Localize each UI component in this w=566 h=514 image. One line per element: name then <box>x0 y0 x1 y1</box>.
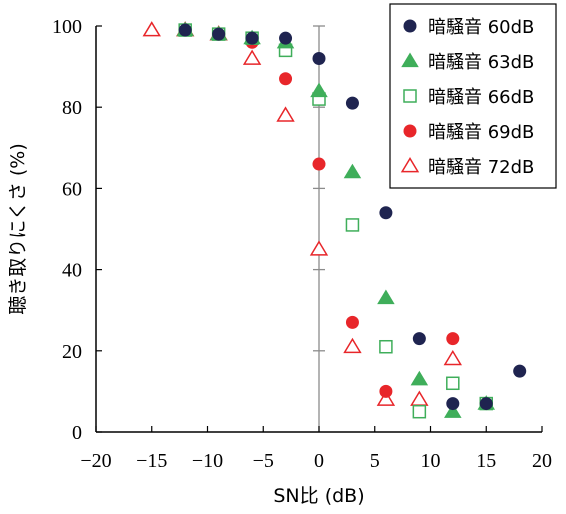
data-point <box>245 31 259 45</box>
data-point <box>343 337 362 354</box>
legend-label: 暗騒音 60dB <box>428 17 534 38</box>
legend-label: 暗騒音 66dB <box>428 87 534 108</box>
data-points <box>142 21 527 419</box>
data-point <box>410 370 429 386</box>
x-axis-label: SN比 (dB) <box>273 485 364 507</box>
data-point <box>345 218 360 232</box>
legend-label: 暗騒音 63dB <box>428 52 534 73</box>
data-point <box>142 21 161 37</box>
data-point <box>309 240 329 256</box>
x-tick-label: −10 <box>192 450 223 472</box>
y-tick-label: 0 <box>72 422 82 444</box>
y-tick-label: 80 <box>62 97 82 119</box>
data-point <box>279 31 293 45</box>
y-axis-label: 聴き取りにくさ (%) <box>7 143 29 315</box>
data-point <box>310 82 328 98</box>
legend-entry: 暗騒音 66dB <box>403 87 534 108</box>
legend-entry: 暗騒音 72dB <box>400 157 534 178</box>
data-point <box>276 106 295 122</box>
data-point <box>444 403 462 418</box>
data-point <box>312 51 326 65</box>
data-point <box>446 397 460 411</box>
legend-entry: 暗騒音 69dB <box>403 122 534 143</box>
data-point <box>242 49 262 65</box>
data-point <box>212 27 226 41</box>
legend-label: 暗騒音 72dB <box>428 157 534 178</box>
x-tick-label: 0 <box>314 450 324 472</box>
y-tick-label: 60 <box>62 178 82 200</box>
legend-entry: 暗騒音 60dB <box>403 17 534 38</box>
legend-marker <box>403 89 417 103</box>
legend-marker <box>401 52 419 68</box>
y-tick-label: 20 <box>62 341 82 363</box>
data-point <box>345 96 359 110</box>
data-point <box>379 384 393 398</box>
data-point <box>479 397 493 411</box>
data-point <box>410 390 429 406</box>
data-point <box>412 404 427 419</box>
data-point <box>279 72 293 86</box>
series-0 <box>178 23 527 411</box>
x-tick-label: −15 <box>136 450 167 472</box>
y-tick-label: 100 <box>52 16 82 38</box>
data-point <box>377 289 395 305</box>
data-point <box>379 339 393 354</box>
x-tick-label: −20 <box>80 450 111 472</box>
x-tick-label: 5 <box>370 450 380 472</box>
data-point <box>443 349 462 366</box>
legend: 暗騒音 60dB 暗騒音 63dB 暗騒音 66dB 暗騒音 69dB 暗騒音 72dB <box>389 3 557 189</box>
data-point <box>178 23 192 37</box>
data-point <box>379 206 393 220</box>
data-point <box>446 332 460 346</box>
x-tick-label: 15 <box>476 450 496 472</box>
legend-entry: 暗騒音 63dB <box>401 52 534 73</box>
legend-box <box>389 3 557 189</box>
data-point <box>513 364 527 378</box>
y-tick-label: 40 <box>62 260 82 282</box>
ticks: −20 −15 −10 −5 0 5 10 15 20 0 20 40 60 80 100 <box>52 16 552 472</box>
data-point <box>412 332 426 346</box>
x-tick-label: 10 <box>421 450 441 472</box>
data-point <box>376 390 396 406</box>
legend-label: 暗騒音 69dB <box>428 122 534 143</box>
x-tick-label: 20 <box>532 450 552 472</box>
legend-marker <box>403 19 417 33</box>
data-point <box>343 163 362 179</box>
data-point <box>312 157 326 171</box>
x-tick-label: −5 <box>253 450 274 472</box>
data-point <box>345 315 359 329</box>
legend-marker <box>403 124 417 138</box>
data-point <box>446 376 460 391</box>
legend-marker <box>400 157 420 173</box>
